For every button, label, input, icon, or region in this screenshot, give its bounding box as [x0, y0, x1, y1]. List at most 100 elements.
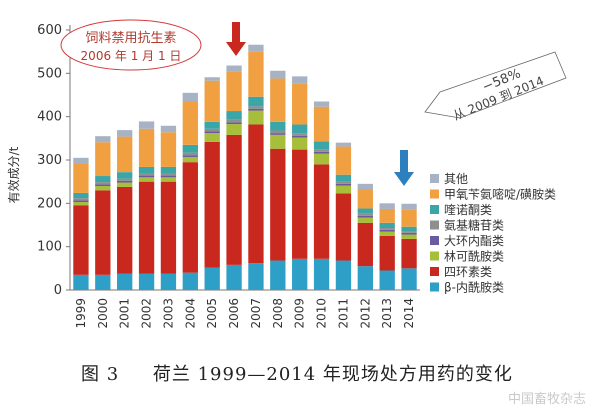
bar-segment [117, 186, 133, 274]
bar-segment [292, 133, 308, 136]
annotation-line-1: 饲料禁用抗生素 [85, 31, 176, 46]
legend-swatch [430, 189, 439, 199]
bar-segment [292, 83, 308, 125]
x-tick-label: 2000 [96, 298, 110, 329]
bar-segment [335, 146, 352, 175]
bar-segment [357, 215, 373, 218]
legend-label: 喹诺酮类 [444, 202, 492, 217]
bar-segment [226, 71, 242, 112]
bar-segment [226, 122, 242, 125]
bar-segment [73, 274, 89, 290]
bar-segment [73, 200, 89, 203]
legend-label: 甲氧苄氨嘧啶/磺胺类 [444, 188, 556, 202]
bar-segment [313, 106, 330, 142]
bar-segment [379, 228, 395, 230]
bar-segment [292, 149, 308, 259]
bar-segment [182, 156, 198, 163]
bar-segment [270, 134, 286, 149]
bar-segment [95, 186, 111, 191]
bar-segment [292, 258, 308, 290]
legend-swatch [430, 205, 439, 214]
x-tick-label: 2001 [118, 298, 132, 329]
bar-segment [379, 203, 395, 209]
legend-swatch [430, 251, 439, 261]
y-tick-label: 300 [37, 153, 62, 168]
bar-segment [248, 96, 264, 107]
bar-segment [182, 152, 198, 156]
figure-title: 荷兰 1999—2014 年现场处方用药的变化 [152, 364, 513, 385]
bar-segment [160, 273, 177, 290]
bar-segment [117, 180, 133, 183]
y-tick-label: 200 [37, 196, 62, 211]
bar-segment [379, 235, 395, 271]
bar-segment [204, 267, 220, 290]
bar-segment [226, 124, 242, 135]
bar-segment [379, 222, 395, 229]
bar-segment [95, 184, 111, 186]
bar-segment [95, 136, 111, 143]
y-tick-labels: 0 100 200 300 400 500 600 [37, 23, 62, 298]
bar-segment [204, 80, 220, 122]
bar-segment [357, 208, 373, 214]
stacked-bar-chart: 有效成分/t 1999 2000 2001 2002 2003 2004 2005 2006 2… [6, 19, 567, 329]
x-tick-label: 2013 [380, 298, 394, 329]
bar-segment [401, 231, 417, 233]
bar-segment [335, 185, 352, 194]
bar-segment [226, 65, 242, 72]
bar-segment [401, 203, 417, 210]
bar-segment [95, 274, 111, 290]
bar-segment [335, 193, 352, 261]
bar-segment [160, 125, 177, 133]
bar-segment [226, 111, 242, 120]
bar-segment [401, 209, 417, 227]
y-tick-label: 500 [37, 66, 62, 81]
bar-segment [73, 157, 89, 164]
bar-segment [160, 175, 177, 178]
bar-segment [204, 133, 220, 142]
bar-segment [138, 173, 155, 176]
bar-segment [248, 110, 264, 125]
x-tick-label: 2002 [140, 298, 154, 329]
bar-segment [357, 183, 373, 190]
legend-label: 氨基糖苷类 [444, 218, 504, 233]
bar-segment [138, 175, 155, 178]
y-tick-label: 100 [37, 240, 62, 255]
bar-segment [248, 108, 264, 111]
legend-label: 其他 [444, 172, 468, 186]
bar-segment [335, 181, 352, 184]
bar-segment [270, 121, 286, 131]
legend-swatch [430, 220, 439, 230]
y-tick-label: 600 [37, 23, 62, 38]
bar-segment [313, 149, 330, 152]
bar-segment [138, 166, 155, 174]
bar-segment [270, 130, 286, 134]
bar-segment [204, 141, 220, 268]
bar-segment [73, 198, 89, 201]
bar-segment [357, 222, 373, 267]
bar-segment [138, 181, 155, 274]
legend-label: 大环内酯类 [444, 234, 504, 248]
legend-swatch [430, 282, 439, 292]
annotation-line-2: 2006 年 1 月 1 日 [81, 49, 182, 63]
bar-segment [160, 166, 177, 174]
bar-segment [270, 148, 286, 261]
bar-segment [357, 189, 373, 209]
bar-segment [248, 263, 264, 290]
x-tick-label: 2012 [358, 298, 372, 329]
bar-segment [73, 202, 89, 206]
red-down-arrow [226, 22, 246, 56]
bar-segment [379, 270, 395, 290]
bar-segment [401, 268, 417, 290]
bar-segment [313, 258, 330, 290]
bar-segment [73, 163, 89, 193]
bar-segment [270, 70, 286, 79]
bar-segment [182, 272, 198, 290]
annotation-ellipse [60, 19, 202, 71]
bar-segment [117, 182, 133, 187]
y-tick-label: 0 [54, 283, 62, 298]
bar-segment [401, 238, 417, 269]
bar-segment [357, 266, 373, 290]
x-tick-label: 2008 [271, 298, 285, 329]
bar-segment [292, 124, 308, 134]
legend-label: β-内酰胺类 [444, 281, 504, 295]
